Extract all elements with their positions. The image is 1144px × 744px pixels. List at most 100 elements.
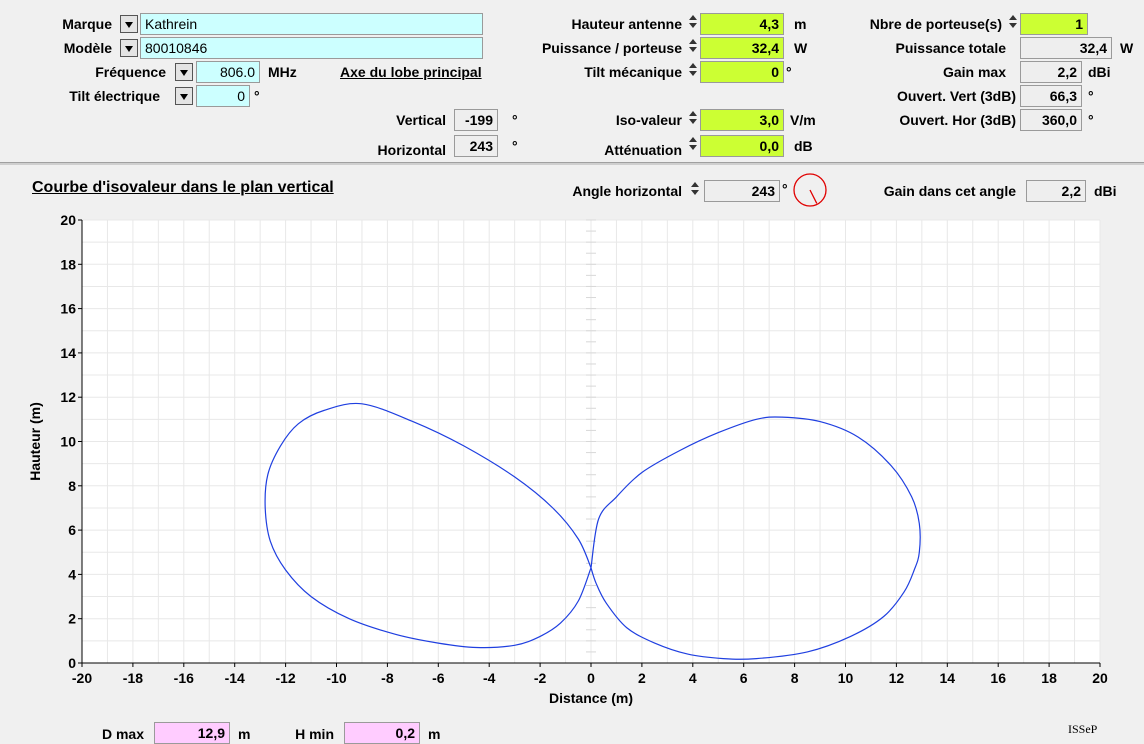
x-tick-label: -18 [123,670,143,686]
vert-opening-unit: ° [1088,88,1094,104]
y-tick-label: 6 [68,522,76,538]
model-label: Modèle [63,40,112,56]
power-spinner[interactable] [688,37,697,57]
vert-opening-label: Ouvert. Vert (3dB) [896,88,1016,104]
x-tick-label: -20 [72,670,92,686]
iso-spinner[interactable] [688,109,697,129]
attenuation-field[interactable]: 0,0 [700,135,784,157]
iso-unit: V/m [790,112,816,128]
y-tick-label: 2 [68,611,76,627]
angle-dial-icon [793,173,827,207]
horizontal-angle-label: Angle horizontal [572,183,682,199]
mech-tilt-spinner[interactable] [688,61,697,81]
hor-opening-label: Ouvert. Hor (3dB) [899,112,1016,128]
attenuation-unit: dB [794,138,813,154]
y-tick-label: 16 [60,301,76,317]
frequency-dropdown-button[interactable] [175,63,193,81]
dmax-value: 12,9 [154,722,230,744]
total-power-label: Puissance totale [895,40,1007,56]
height-spinner[interactable] [688,13,697,33]
y-axis-label: Hauteur (m) [27,402,43,481]
grid [81,219,1101,664]
frequency-field[interactable]: 806.0 [196,61,260,83]
gain-max-label: Gain max [942,64,1006,80]
power-unit: W [794,40,808,56]
dmax-label: D max [101,726,144,742]
mech-tilt-label: Tilt mécanique [584,64,682,80]
brand-dropdown-button[interactable] [120,15,138,33]
gain-angle-value: 2,2 [1026,180,1086,202]
frequency-label: Fréquence [95,64,166,80]
frequency-unit: MHz [268,64,297,80]
lobe-vertical-unit: ° [512,112,518,128]
y-tick-label: 20 [60,212,76,228]
main-lobe-title: Axe du lobe principal [340,64,482,80]
y-tick-label: 4 [68,566,76,582]
x-tick-label: 4 [689,670,697,686]
lobe-horizontal-label: Horizontal [377,142,446,158]
iso-label: Iso-valeur [615,112,682,128]
x-tick-label: -16 [174,670,194,686]
x-tick-label: -14 [225,670,245,686]
y-tick-label: 18 [60,256,76,272]
x-tick-label: -6 [432,670,445,686]
y-tick-label: 0 [68,655,76,671]
hmin-unit: m [428,726,441,742]
horizontal-angle-spinner[interactable] [690,180,699,200]
hmin-label: H min [295,726,334,742]
electrical-tilt-dropdown-button[interactable] [175,87,193,105]
attenuation-label: Atténuation [604,142,682,158]
attenuation-spinner[interactable] [688,135,697,155]
height-unit: m [794,16,807,32]
gain-angle-label: Gain dans cet angle [883,183,1016,199]
plot-title: Courbe d'isovaleur dans le plan vertical [32,179,334,196]
y-tick-label: 8 [68,478,76,494]
x-tick-label: 2 [638,670,646,686]
x-tick-label: -2 [534,670,547,686]
height-field[interactable]: 4,3 [700,13,784,35]
brand-label: Marque [62,16,112,32]
isovalue-chart: -20 -18 -16 -14 -12 -10 -8 -6 -4 -2 0 2 4 6 8 10 12 14 16 1… [27,212,1108,706]
brand-field[interactable]: Kathrein [140,13,483,35]
vert-opening-value: 66,3 [1020,85,1082,107]
x-tick-label: -4 [483,670,496,686]
model-dropdown-button[interactable] [120,39,138,57]
carrier-count-field[interactable]: 1 [1020,13,1088,35]
lobe-horizontal-unit: ° [512,138,518,154]
axes: -20 -18 -16 -14 -12 -10 -8 -6 -4 -2 0 2 4 6 8 10 12 14 16 1… [60,212,1108,686]
hor-opening-value: 360,0 [1020,109,1082,131]
mech-tilt-unit: ° [786,64,792,80]
total-power-value: 32,4 [1020,37,1112,59]
height-label: Hauteur antenne [571,16,682,32]
x-tick-label: -10 [326,670,346,686]
isovalue-curves [264,402,921,660]
x-tick-label: 0 [587,670,595,686]
lobe-vertical-value: -199 [454,109,498,131]
power-label: Puissance / porteuse [541,40,682,56]
hor-opening-unit: ° [1088,112,1094,128]
horizontal-angle-field[interactable]: 243 [704,180,780,202]
x-tick-label: 16 [990,670,1006,686]
x-tick-label: 14 [940,670,956,686]
x-tick-label: 6 [740,670,748,686]
issep-logo: ISSeP [1068,722,1098,736]
dmax-unit: m [238,726,251,742]
iso-field[interactable]: 3,0 [700,109,784,131]
power-field[interactable]: 32,4 [700,37,784,59]
carrier-count-spinner[interactable] [1008,13,1017,33]
electrical-tilt-label: Tilt électrique [69,88,160,104]
x-tick-label: 10 [838,670,854,686]
y-tick-label: 12 [60,389,76,405]
carrier-count-label: Nbre de porteuse(s) [869,16,1002,32]
model-field[interactable]: 80010846 [140,37,483,59]
gain-max-unit: dBi [1088,64,1111,80]
electrical-tilt-field[interactable]: 0 [196,85,250,107]
isovalue-lobe-left [264,402,592,649]
x-tick-label: 18 [1041,670,1057,686]
x-tick-label: 8 [791,670,799,686]
x-axis-label: Distance (m) [549,690,633,706]
mech-tilt-field[interactable]: 0 [700,61,784,83]
x-tick-label: 20 [1092,670,1108,686]
isovalue-lobe-right [590,416,921,660]
gain-angle-unit: dBi [1094,183,1117,199]
